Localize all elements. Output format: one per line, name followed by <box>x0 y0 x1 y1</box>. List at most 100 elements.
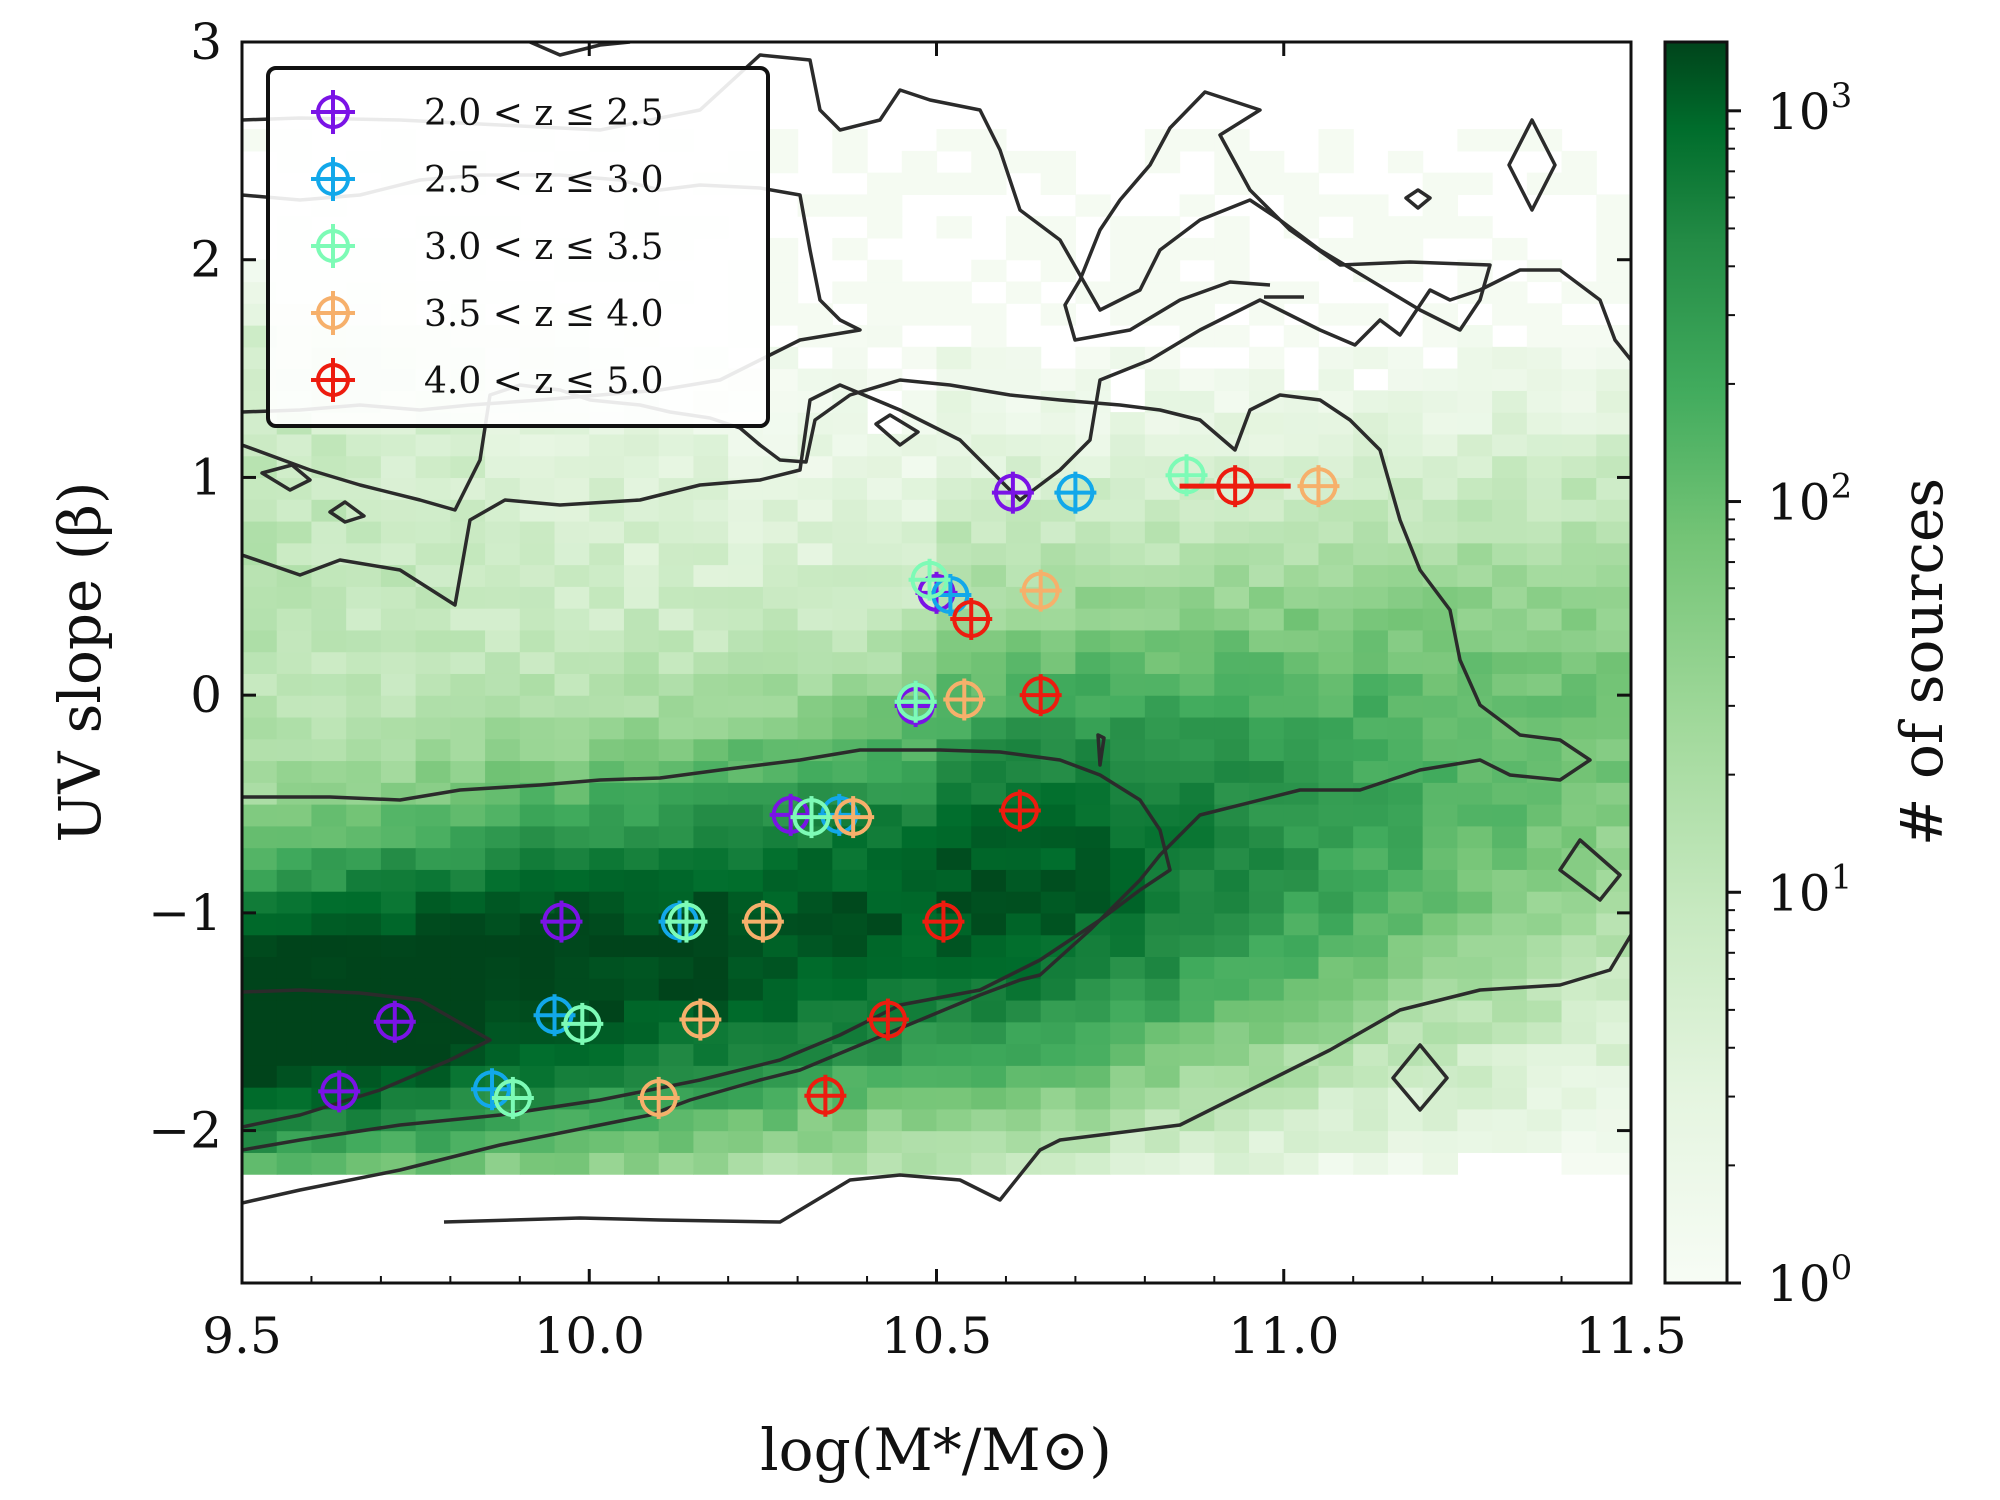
heatmap-cell <box>346 455 382 479</box>
heatmap-cell <box>276 716 313 740</box>
heatmap-cell <box>311 651 347 674</box>
heatmap-cell <box>971 346 1007 370</box>
heatmap-cell <box>380 1043 417 1066</box>
heatmap-cell <box>1526 564 1563 587</box>
heatmap-cell <box>276 738 313 762</box>
heatmap-cell <box>1318 412 1354 435</box>
heatmap-cell <box>311 1021 347 1045</box>
heatmap-cell <box>450 782 486 805</box>
heatmap-cell <box>1040 825 1077 849</box>
heatmap-cell <box>832 629 868 653</box>
heatmap-cell <box>623 520 660 544</box>
heatmap-cell <box>1457 608 1493 631</box>
colorbar-tick-label: 100 <box>1767 1248 1852 1313</box>
heatmap-cell <box>1457 564 1493 587</box>
heatmap-cell <box>1214 325 1250 348</box>
heatmap-cell <box>1318 237 1354 261</box>
heatmap-cell <box>1318 1130 1354 1153</box>
heatmap-cell <box>1492 738 1528 762</box>
heatmap-cell <box>1561 325 1597 348</box>
heatmap-cell <box>936 760 972 783</box>
heatmap-cell <box>1110 608 1146 631</box>
heatmap-cell <box>728 651 764 674</box>
heatmap-cell <box>762 760 799 783</box>
contour-island-a <box>1404 188 1432 210</box>
heatmap-cell <box>1353 477 1389 500</box>
heatmap-cell <box>693 825 729 849</box>
heatmap-cell <box>380 1130 417 1153</box>
heatmap-cell <box>901 433 938 457</box>
heatmap-cell <box>1318 455 1354 479</box>
series <box>491 454 1208 1119</box>
heatmap-cell <box>1075 716 1111 740</box>
heatmap-cell <box>276 695 313 718</box>
contour-island-b <box>1507 118 1557 212</box>
heatmap-cell <box>589 1065 625 1088</box>
heatmap-cell <box>380 1065 417 1088</box>
heatmap-cell <box>346 1108 382 1132</box>
heatmap-cell <box>415 956 451 979</box>
heatmap-cell <box>242 782 278 805</box>
heatmap-cell <box>1387 1021 1424 1045</box>
heatmap-cell <box>1353 847 1389 870</box>
heatmap-cell <box>242 629 278 653</box>
heatmap-cell <box>728 1043 764 1066</box>
heatmap-cell <box>693 433 729 457</box>
heatmap-cell <box>589 629 625 653</box>
heatmap-cell <box>797 368 833 391</box>
heatmap-cell <box>901 499 938 522</box>
heatmap-cell <box>867 455 903 479</box>
legend-label: 2.5 < z ≤ 3.0 <box>424 160 664 201</box>
heatmap-cell <box>971 172 1007 195</box>
heatmap-cell <box>1005 912 1042 936</box>
heatmap-cell <box>1422 542 1458 566</box>
heatmap-cell <box>728 999 764 1023</box>
heatmap-cell <box>1110 1108 1146 1132</box>
heatmap-cell <box>1318 804 1354 827</box>
heatmap-cell <box>380 499 417 522</box>
heatmap-cell <box>519 716 556 740</box>
heatmap-cell <box>519 695 556 718</box>
heatmap-cell <box>1353 433 1389 457</box>
heatmap-cell <box>1457 390 1493 413</box>
heatmap-cell <box>1075 673 1111 696</box>
heatmap-cell <box>1387 629 1424 653</box>
data-point <box>639 1078 678 1117</box>
heatmap-cell <box>1596 695 1631 718</box>
heatmap-cell <box>1526 891 1563 914</box>
heatmap-cell <box>1144 499 1181 522</box>
heatmap-cell <box>797 542 833 566</box>
heatmap-cell <box>1110 346 1146 370</box>
heatmap-cell <box>1561 934 1597 958</box>
heatmap-cell <box>1005 1043 1042 1066</box>
heatmap-cell <box>554 1152 590 1175</box>
heatmap-cell <box>1214 499 1250 522</box>
heatmap-cell <box>1561 455 1597 479</box>
heatmap-cell <box>1179 1043 1215 1066</box>
heatmap-cell <box>276 869 313 892</box>
contour-outer-upper <box>242 268 1631 607</box>
contour-island-g <box>1096 733 1106 767</box>
heatmap-cell <box>623 956 660 979</box>
heatmap-cell <box>971 412 1007 435</box>
heatmap-cell <box>693 956 729 979</box>
heatmap-cell <box>1492 1021 1528 1045</box>
heatmap-cell <box>1075 978 1111 1001</box>
heatmap-cell <box>1492 1043 1528 1066</box>
heatmap-cell <box>1561 499 1597 522</box>
heatmap-cell <box>1457 368 1493 391</box>
heatmap-cell <box>728 608 764 631</box>
heatmap-cell <box>901 760 938 783</box>
y-tick-label: 3 <box>190 13 222 71</box>
heatmap-cell <box>1526 934 1563 958</box>
heatmap-cell <box>623 891 660 914</box>
heatmap-cell <box>1179 847 1215 870</box>
heatmap-cell <box>1596 586 1631 609</box>
heatmap-cell <box>1457 499 1493 522</box>
heatmap-cell <box>867 673 903 696</box>
heatmap-cell <box>311 825 347 849</box>
heatmap-cell <box>1075 1087 1111 1110</box>
heatmap-cell <box>1179 978 1215 1001</box>
heatmap-cell <box>554 1108 590 1132</box>
heatmap-cell <box>554 738 590 762</box>
